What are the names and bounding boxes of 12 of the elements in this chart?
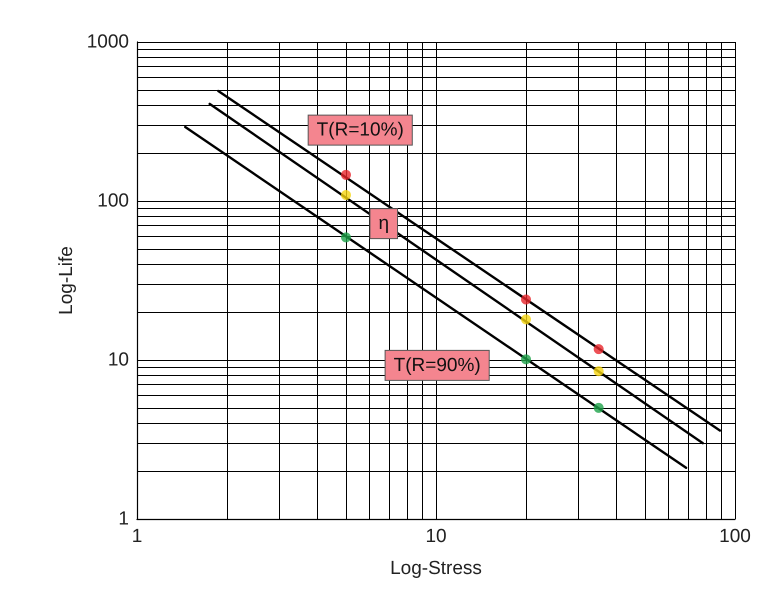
y-tick-label: 100 [97, 190, 129, 212]
y-tick-label: 1 [118, 508, 129, 530]
x-tick-label: 1 [132, 526, 142, 547]
series-label: T(R=10%) [316, 120, 404, 141]
series-label: η [378, 213, 390, 234]
y-tick-label: 1000 [86, 32, 129, 52]
y-axis-title: Log-Life [56, 246, 77, 315]
x-axis-title: Log-Stress [390, 558, 482, 579]
y-tick-label: 10 [108, 350, 129, 370]
x-tick-label: 100 [719, 526, 751, 547]
series-label: T(R=90%) [394, 354, 481, 376]
x-tick-label: 10 [425, 526, 447, 547]
